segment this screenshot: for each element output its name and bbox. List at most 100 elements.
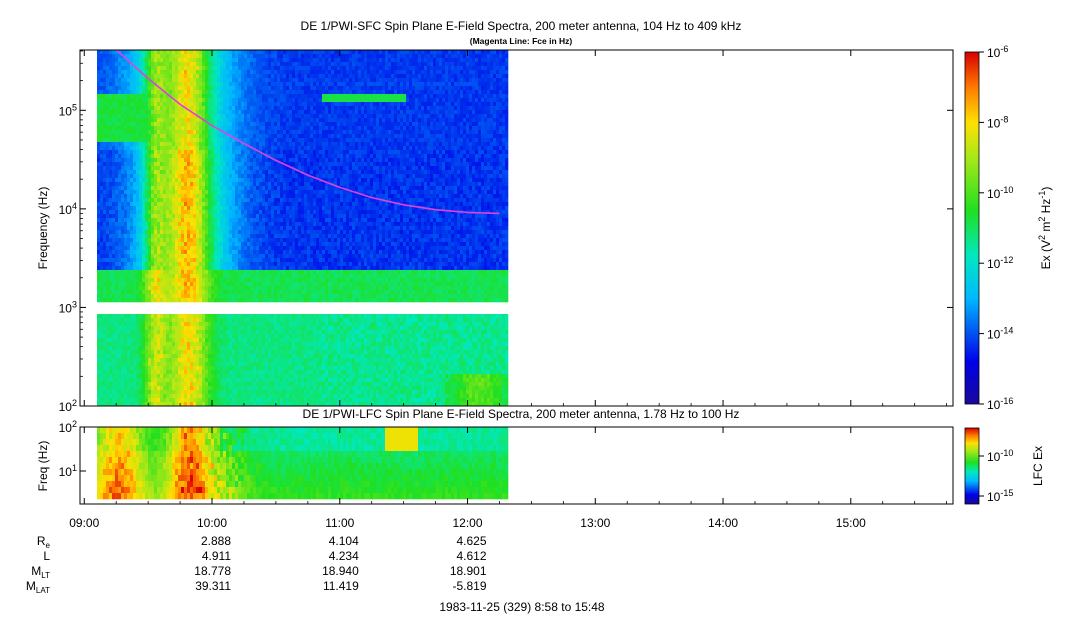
- sfc-cell: [133, 218, 137, 223]
- sfc-cell: [196, 270, 200, 275]
- sfc-cell: [175, 74, 179, 79]
- sfc-cell: [181, 70, 185, 75]
- sfc-cell: [244, 266, 248, 271]
- sfc-cell: [235, 242, 239, 247]
- sfc-cell: [229, 142, 233, 147]
- sfc-cell: [133, 386, 137, 391]
- sfc-cell: [115, 94, 119, 99]
- sfc-cell: [217, 118, 221, 123]
- sfc-cell: [244, 326, 248, 331]
- sfc-cell: [250, 318, 254, 323]
- sfc-cell: [154, 138, 158, 143]
- sfc-cell: [202, 374, 206, 379]
- sfc-cell: [238, 378, 242, 383]
- sfc-cell: [250, 186, 254, 191]
- sfc-cell: [259, 318, 263, 323]
- sfc-cell: [121, 274, 125, 279]
- sfc-cell: [265, 234, 269, 239]
- sfc-cell: [268, 114, 272, 119]
- sfc-cell: [223, 358, 227, 363]
- sfc-cell: [238, 134, 242, 139]
- sfc-cell: [133, 70, 137, 75]
- sfc-cell: [166, 210, 170, 215]
- sfc-cell: [124, 390, 128, 395]
- sfc-cell: [265, 166, 269, 171]
- sfc-cell: [166, 382, 170, 387]
- sfc-cell: [235, 106, 239, 111]
- sfc-cell: [151, 366, 155, 371]
- sfc-cell: [163, 182, 167, 187]
- sfc-cell: [106, 146, 110, 151]
- sfc-cell: [145, 190, 149, 195]
- sfc-cell: [202, 178, 206, 183]
- sfc-cell: [145, 90, 149, 95]
- sfc-cell: [244, 398, 248, 403]
- sfc-cell: [256, 70, 260, 75]
- sfc-cell: [187, 66, 191, 71]
- sfc-cell: [97, 102, 101, 107]
- sfc-cell: [166, 270, 170, 275]
- sfc-cell: [97, 90, 101, 95]
- sfc-cell: [205, 242, 209, 247]
- sfc-cell: [100, 242, 104, 247]
- sfc-cell: [193, 190, 197, 195]
- sfc-cell: [97, 242, 101, 247]
- sfc-cell: [238, 218, 242, 223]
- sfc-cell: [178, 194, 182, 199]
- sfc-cell: [232, 94, 236, 99]
- sfc-cell: [148, 186, 152, 191]
- sfc-cell: [118, 374, 122, 379]
- sfc-cell: [256, 62, 260, 67]
- sfc-cell: [226, 258, 230, 263]
- sfc-cell: [106, 278, 110, 283]
- sfc-cell: [133, 370, 137, 375]
- sfc-cell: [178, 390, 182, 395]
- sfc-cell: [169, 358, 173, 363]
- sfc-cell: [154, 94, 158, 99]
- sfc-cell: [184, 294, 188, 299]
- sfc-cell: [247, 202, 251, 207]
- sfc-cell: [262, 286, 266, 291]
- sfc-cell: [130, 166, 134, 171]
- sfc-cell: [169, 374, 173, 379]
- sfc-cell: [265, 74, 269, 79]
- sfc-cell: [253, 158, 257, 163]
- sfc-cell: [118, 218, 122, 223]
- sfc-cell: [232, 158, 236, 163]
- sfc-cell: [172, 58, 176, 63]
- sfc-cell: [142, 386, 146, 391]
- sfc-cell: [220, 374, 224, 379]
- sfc-cell: [235, 370, 239, 375]
- sfc-cell: [127, 362, 131, 367]
- sfc-cell: [148, 66, 152, 71]
- sfc-cell: [226, 362, 230, 367]
- sfc-cell: [208, 254, 212, 259]
- sfc-cell: [223, 50, 227, 55]
- sfc-cell: [253, 94, 257, 99]
- sfc-cell: [238, 158, 242, 163]
- sfc-cell: [169, 194, 173, 199]
- sfc-cell: [169, 350, 173, 355]
- sfc-cell: [220, 286, 224, 291]
- sfc-cell: [139, 194, 143, 199]
- sfc-cell: [109, 98, 113, 103]
- sfc-cell: [133, 134, 137, 139]
- sfc-cell: [127, 258, 131, 263]
- sfc-cell: [154, 170, 158, 175]
- sfc-cell: [148, 294, 152, 299]
- sfc-cell: [268, 318, 272, 323]
- sfc-cell: [253, 250, 257, 255]
- sfc-cell: [223, 322, 227, 327]
- sfc-cell: [142, 250, 146, 255]
- sfc-cell: [241, 334, 245, 339]
- sfc-cell: [214, 374, 218, 379]
- sfc-cell: [262, 254, 266, 259]
- sfc-cell: [232, 202, 236, 207]
- sfc-cell: [265, 50, 269, 55]
- sfc-cell: [220, 354, 224, 359]
- sfc-cell: [202, 166, 206, 171]
- sfc-cell: [175, 142, 179, 147]
- sfc-cell: [184, 54, 188, 59]
- sfc-cell: [202, 54, 206, 59]
- sfc-cell: [154, 86, 158, 91]
